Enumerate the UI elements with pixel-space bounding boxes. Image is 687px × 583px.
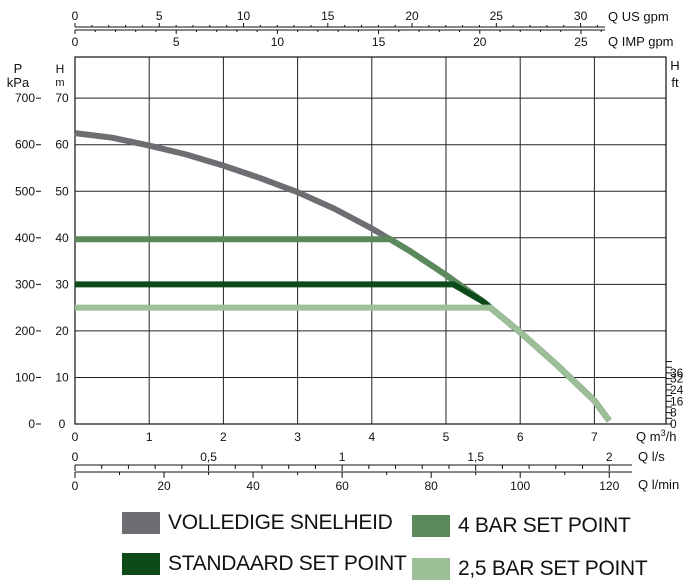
tick-label-q-usgpm: 25	[490, 9, 504, 23]
axis-label-q-ls: Q l/s	[638, 449, 665, 464]
tick-label-h-m: 50	[55, 184, 69, 198]
tick-label-q-impgpm: 5	[173, 35, 180, 49]
tick-label-q-lmin: 40	[246, 479, 260, 493]
axis-label-q-usgpm: Q US gpm	[608, 9, 669, 24]
tick-label-h-m: 30	[55, 277, 69, 291]
tick-label-h-ft: 8	[670, 406, 677, 420]
tick-label-p-kpa: 600	[15, 138, 35, 152]
axis-label-q-lmin: Q l/min	[638, 477, 679, 492]
tick-label-h-ft: 0	[670, 417, 677, 431]
tick-label-q-m3h: 5	[443, 430, 450, 444]
tick-label-q-m3h: 7	[591, 430, 598, 444]
tick-label-h-m: 40	[55, 231, 69, 245]
tick-label-h-ft: 32	[670, 372, 684, 386]
tick-label-q-usgpm: 0	[72, 9, 79, 23]
tick-label-q-m3h: 2	[220, 430, 227, 444]
legend-label: 2,5 BAR SET POINT	[458, 557, 648, 580]
axis-unit-kpa: kPa	[7, 75, 30, 90]
legend-item-2-5-bar-set-point: 2,5 BAR SET POINT	[412, 557, 648, 581]
tick-label-q-lmin: 120	[599, 479, 619, 493]
legend: VOLLEDIGE SNELHEID 4 BAR SET POINT STAND…	[0, 505, 687, 583]
legend-swatch	[122, 512, 160, 534]
tick-label-h-m: 20	[55, 324, 69, 338]
tick-label-p-kpa: 0	[28, 417, 35, 431]
tick-label-q-m3h: 1	[146, 430, 153, 444]
legend-swatch	[122, 553, 160, 575]
tick-label-q-lmin: 100	[510, 479, 530, 493]
tick-label-q-usgpm: 20	[405, 9, 419, 23]
tick-label-p-kpa: 100	[15, 370, 35, 384]
tick-label-q-lmin: 80	[424, 479, 438, 493]
tick-label-p-kpa: 300	[15, 277, 35, 291]
tick-label-q-impgpm: 25	[574, 35, 588, 49]
tick-label-h-m: 60	[55, 138, 69, 152]
tick-label-q-impgpm: 10	[271, 35, 285, 49]
tick-label-h-ft: 16	[670, 394, 684, 408]
legend-label: STANDAARD SET POINT	[168, 552, 407, 575]
legend-item-4-bar-set-point: 4 BAR SET POINT	[412, 514, 631, 538]
axis-label-q-m3h: Q m3/h	[636, 428, 676, 444]
tick-label-q-m3h: 4	[368, 430, 375, 444]
tick-label-q-usgpm: 30	[574, 9, 588, 23]
tick-label-h-ft: 36	[670, 366, 684, 380]
axis-unit-ft: ft	[671, 75, 679, 90]
tick-label-h-m: 10	[55, 370, 69, 384]
tick-label-p-kpa: 700	[15, 91, 35, 105]
tick-label-q-usgpm: 5	[156, 9, 163, 23]
tick-label-q-ls: 0	[72, 450, 79, 464]
tick-label-q-lmin: 0	[72, 479, 79, 493]
tick-label-h-m: 0	[59, 417, 66, 431]
legend-swatch	[412, 515, 450, 537]
tick-label-q-ls: 2	[606, 450, 613, 464]
series-line-4-bar-set-point	[75, 236, 612, 423]
legend-item-standaard-set-point: STANDAARD SET POINT	[122, 552, 407, 576]
tick-label-q-lmin: 60	[335, 479, 349, 493]
tick-label-q-impgpm: 0	[72, 35, 79, 49]
tick-label-q-m3h: 6	[517, 430, 524, 444]
legend-label: VOLLEDIGE SNELHEID	[168, 511, 393, 534]
series-line-2-5-bar-set-point	[75, 304, 612, 423]
legend-label: 4 BAR SET POINT	[458, 514, 631, 537]
tick-label-q-impgpm: 20	[473, 35, 487, 49]
tick-label-q-ls: 0,5	[200, 450, 217, 464]
tick-label-q-impgpm: 15	[372, 35, 386, 49]
axis-label-p: P	[14, 61, 23, 76]
tick-label-q-lmin: 20	[157, 479, 171, 493]
tick-label-q-usgpm: 15	[321, 9, 335, 23]
tick-label-q-m3h: 3	[294, 430, 301, 444]
axis-label-h-m: H	[56, 62, 65, 76]
tick-label-p-kpa: 200	[15, 324, 35, 338]
axis-label-h-ft: H	[670, 58, 679, 73]
legend-item-volledige-snelheid: VOLLEDIGE SNELHEID	[122, 511, 393, 535]
tick-label-q-ls: 1	[339, 450, 346, 464]
legend-swatch	[412, 558, 450, 580]
tick-label-q-usgpm: 10	[237, 9, 251, 23]
tick-label-h-ft: 24	[670, 383, 684, 397]
tick-label-h-m: 70	[55, 91, 69, 105]
tick-label-p-kpa: 400	[15, 231, 35, 245]
tick-label-p-kpa: 500	[15, 184, 35, 198]
axis-label-q-impgpm: Q IMP gpm	[608, 34, 674, 49]
tick-label-q-m3h: 0	[72, 430, 79, 444]
tick-label-q-ls: 1,5	[467, 450, 484, 464]
axis-unit-h-m: m	[55, 77, 64, 89]
